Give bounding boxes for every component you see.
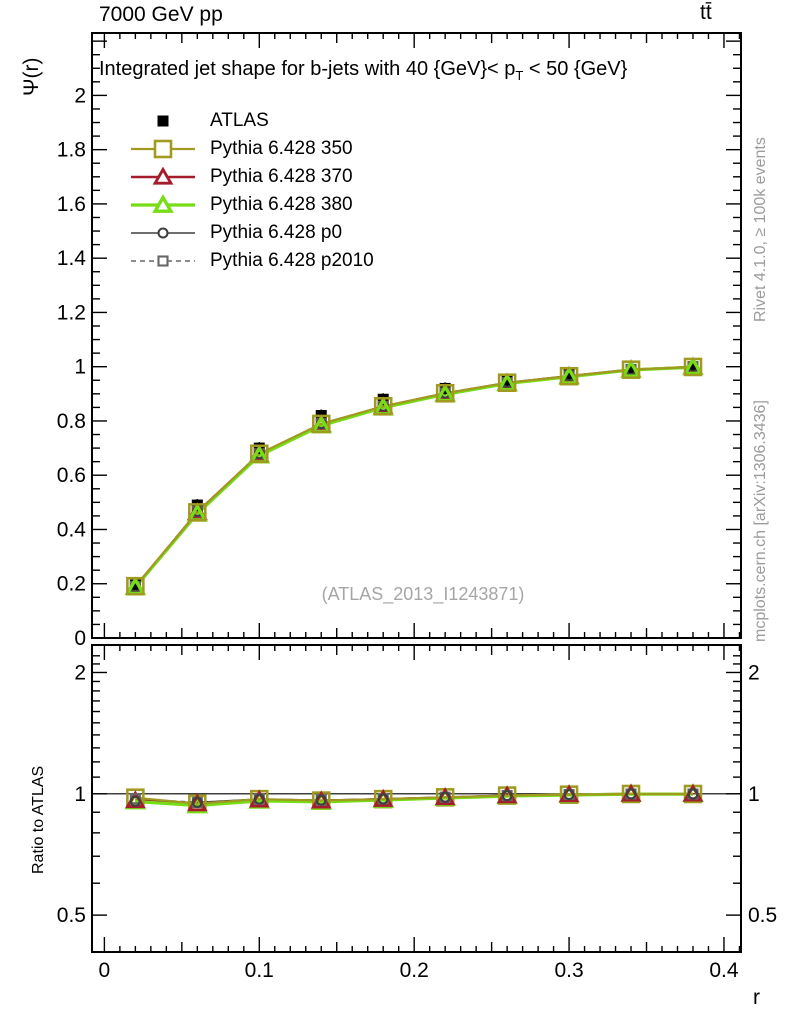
mc-point-marker [188, 503, 207, 522]
y-tick-label: 1.8 [57, 139, 86, 162]
y-tick-label: 1.6 [57, 193, 86, 216]
y-tick-label: 0.2 [57, 573, 86, 596]
process-label: tt̄ [700, 1, 712, 24]
y-tick-label: 0.6 [57, 464, 86, 487]
ratio-tick-label-left: 0.5 [57, 904, 86, 927]
data-point-marker [129, 579, 141, 591]
mc-point-marker [683, 357, 703, 377]
ratio-series-line [135, 792, 693, 805]
ratio-point-marker [625, 788, 637, 800]
legend-row: Pythia 6.428 380 [128, 191, 374, 219]
x-tick-label: 0.1 [245, 959, 274, 982]
y-tick-label: 0 [74, 627, 86, 650]
legend-circle-open-icon [157, 227, 169, 239]
rivet-version-note: Rivet 4.1.0, ≥ 100k events [752, 137, 769, 322]
ratio-tick-label-right: 2 [748, 661, 760, 684]
ratio-axis-title: Ratio to ATLAS [30, 765, 47, 874]
mcplots-arxiv-note: mcplots.cern.ch [arXiv:1306.3436] [752, 400, 769, 642]
legend-marker-sample [131, 166, 195, 185]
y-axis-title: Ψ(r) [20, 57, 43, 96]
y-tick-label: 0.4 [57, 518, 87, 541]
ratio-tick-label-right: 1 [748, 783, 760, 806]
mc-point-marker [621, 360, 641, 379]
ratio-point-marker [253, 793, 265, 805]
ratio-tick-label-right: 0.5 [748, 904, 777, 927]
x-tick-label: 0 [99, 959, 111, 982]
ratio-point-marker [563, 788, 575, 801]
legend-label: Pythia 6.428 380 [210, 194, 353, 215]
legend-row: Pythia 6.428 p0 [128, 219, 374, 247]
legend-square-open-icon [153, 139, 173, 159]
legend-row: Pythia 6.428 p2010 [128, 247, 374, 275]
legend-label: Pythia 6.428 350 [210, 138, 353, 159]
top-panel-frame [91, 32, 742, 639]
x-tick-label: 0.4 [709, 959, 739, 982]
mc-point-marker [250, 444, 269, 464]
plot-title-subscript: T [515, 68, 524, 83]
plot-title: Integrated jet shape for b-jets with 40 … [99, 58, 627, 83]
legend-marker-sample [131, 139, 195, 159]
legend-row: Pythia 6.428 350 [128, 135, 374, 163]
ratio-point-marker [439, 791, 451, 803]
data-point-marker [625, 363, 637, 375]
plot-title-pre: Integrated jet shape for b-jets with 40 … [99, 58, 516, 80]
data-point-marker [501, 374, 513, 386]
legend-label: Pythia 6.428 370 [210, 166, 353, 187]
mc-point-marker [682, 356, 704, 376]
legend-square-open-icon [157, 255, 169, 267]
legend-marker-sample [131, 194, 195, 213]
legend-triangle-open-icon [152, 194, 174, 213]
plot-title-post: < 50 {GeV} [523, 58, 628, 80]
mc-point-marker [558, 365, 580, 385]
series-line [134, 365, 694, 587]
legend-triangle-open-icon [152, 166, 174, 185]
legend-label: Pythia 6.428 p0 [210, 222, 343, 243]
x-tick-label: 0.2 [400, 959, 429, 982]
mc-point-marker [435, 384, 455, 403]
legend-row: Pythia 6.428 370 [128, 163, 374, 191]
y-tick-label: 0.8 [57, 410, 86, 433]
y-tick-label: 2 [74, 84, 86, 107]
ratio-point-marker [315, 794, 327, 806]
legend-marker-sample [131, 227, 195, 239]
ratio-panel-frame [91, 644, 742, 953]
y-tick-label: 1.2 [57, 301, 86, 324]
mc-point-marker [373, 397, 393, 416]
mc-point-marker [620, 359, 642, 378]
x-axis-title: r [753, 986, 760, 1009]
mc-point-marker [126, 576, 145, 596]
legend-square-filled-icon [157, 115, 169, 127]
mc-point-marker [497, 373, 517, 392]
ratio-point-marker [687, 788, 699, 800]
ratio-tick-label-left: 2 [74, 661, 86, 684]
x-tick-label: 0.3 [554, 959, 583, 982]
ratio-point-marker [191, 796, 203, 808]
mc-point-marker [311, 414, 331, 434]
legend-marker-sample [131, 255, 195, 267]
legend-row: ATLAS [128, 107, 374, 135]
data-point-marker [563, 369, 575, 381]
data-point-marker [687, 361, 699, 373]
legend-marker-sample [157, 115, 169, 127]
ratio-point-marker [377, 793, 389, 805]
ratio-tick-label-left: 1 [74, 783, 86, 806]
legend-label: ATLAS [210, 110, 269, 131]
y-tick-label: 1 [74, 356, 86, 379]
ratio-point-marker [129, 795, 141, 807]
legend-label: Pythia 6.428 p2010 [210, 250, 374, 271]
y-tick-label: 1.4 [57, 247, 87, 270]
ratio-point-marker [501, 790, 513, 802]
mc-point-marker [559, 366, 579, 386]
analysis-watermark: (ATLAS_2013_I1243871) [321, 584, 525, 604]
beam-label: 7000 GeV pp [99, 3, 223, 26]
ratio-series-line [135, 792, 693, 808]
legend: ATLAS Pythia 6.428 350 Pythia 6.428 370 Pyt… [128, 107, 374, 275]
